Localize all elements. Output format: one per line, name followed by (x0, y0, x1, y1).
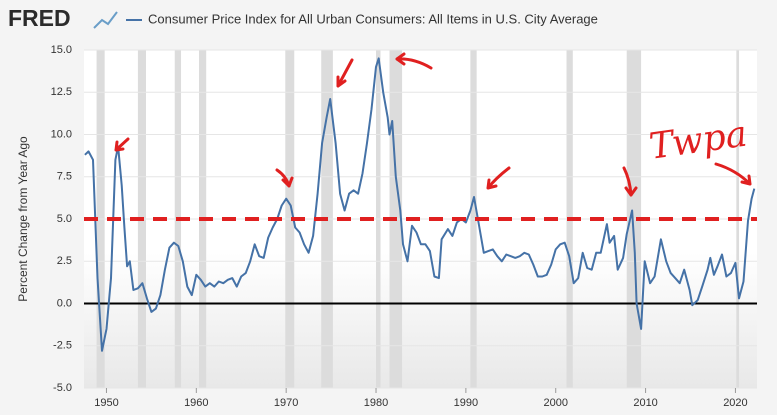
y-tick-label: 0.0 (57, 297, 72, 309)
x-tick-label: 1950 (94, 397, 118, 409)
arrow (486, 166, 511, 190)
series-line (84, 57, 756, 352)
arrow (622, 166, 638, 197)
arrow (336, 58, 354, 88)
x-tick-label: 1970 (274, 397, 298, 409)
y-tick-label: 12.5 (51, 86, 72, 98)
arrow (714, 162, 752, 186)
y-tick-label: 10.0 (51, 128, 72, 140)
x-tick-label: 1980 (364, 397, 388, 409)
y-tick-label: 2.5 (57, 255, 72, 267)
x-tick-label: 1960 (184, 397, 208, 409)
y-tick-label: 5.0 (57, 213, 72, 225)
y-tick-label: -5.0 (53, 382, 72, 394)
arrow (395, 52, 433, 70)
x-tick-label: 2020 (723, 397, 747, 409)
x-tick-label: 2010 (633, 397, 657, 409)
annotation-arrows (114, 52, 752, 197)
y-tick-label: -2.5 (53, 340, 72, 352)
y-tick-label: 7.5 (57, 171, 72, 183)
x-tick-label: 2000 (543, 397, 567, 409)
y-tick-label: 15.0 (51, 44, 72, 56)
logo: FRED (8, 5, 71, 31)
legend-entry: Consumer Price Index for All Urban Consu… (148, 11, 598, 26)
y-axis-label: Percent Change from Year Ago (16, 136, 30, 302)
x-tick-label: 1990 (454, 397, 478, 409)
arrow (114, 137, 130, 152)
arrow (275, 168, 294, 188)
logo-icon (93, 11, 118, 29)
